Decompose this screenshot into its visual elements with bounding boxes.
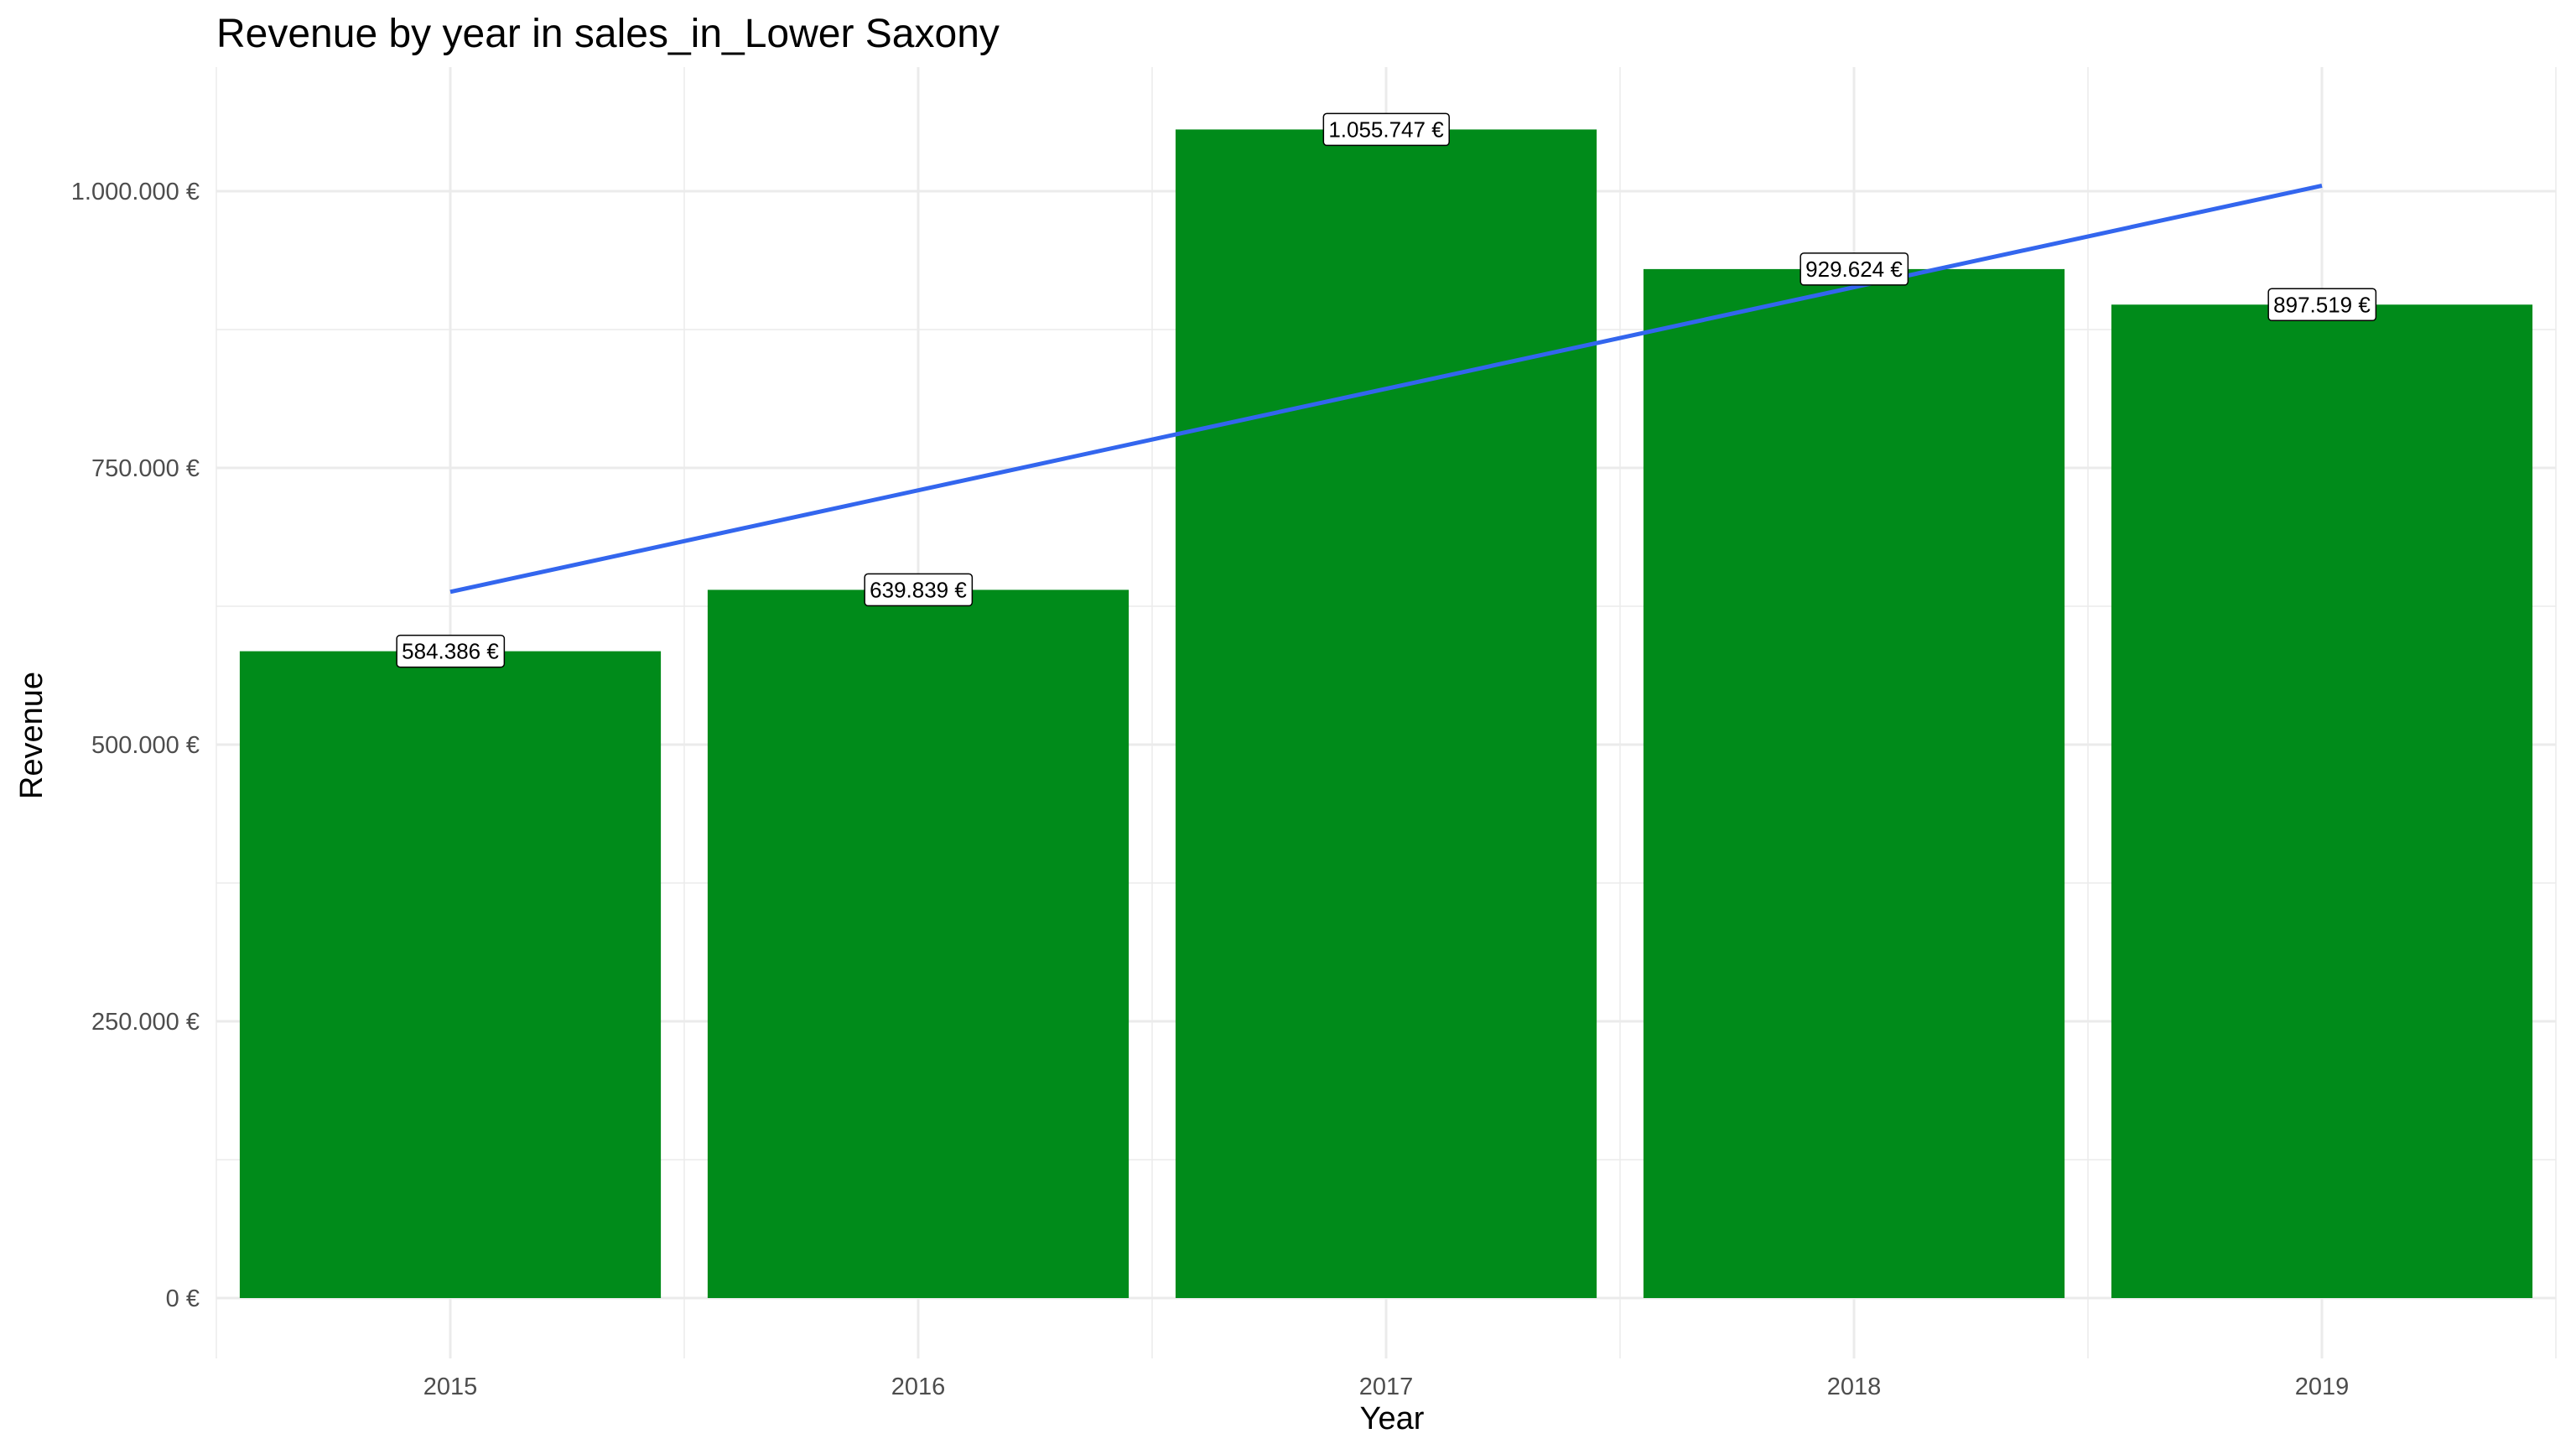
x-tick-label: 2017: [1359, 1374, 1414, 1400]
y-tick-label: 1.000.000 €: [71, 179, 200, 205]
data-label-box: [864, 573, 974, 607]
bars: [239, 129, 2533, 1299]
data-label-2017: 1.055.747 €: [1322, 112, 1450, 147]
data-label-text: 897.519 €: [2273, 292, 2371, 317]
trend-line-layer: [449, 183, 2323, 595]
x-axis-ticks: 2015 2016 2017 2018 2019: [423, 1374, 2350, 1400]
x-tick-label: 2016: [891, 1374, 946, 1400]
y-tick-label: 250.000 €: [91, 1009, 200, 1036]
data-label-text: 584.386 €: [402, 639, 499, 664]
data-label-box: [1800, 252, 1909, 286]
data-label-text: 929.624 €: [1805, 257, 1903, 282]
data-labels: 584.386 € 639.839 € 1.055.747 € 929.624 € 89…: [396, 112, 2377, 668]
x-axis-title: Year: [1360, 1401, 1425, 1436]
bar-2016: [707, 589, 1130, 1298]
data-label-text: 639.839 €: [870, 577, 967, 602]
trend-line: [449, 183, 2323, 595]
data-label-box: [2267, 288, 2377, 322]
chart-title: Revenue by year in sales_in_Lower Saxony: [216, 12, 1000, 56]
data-label-box: [1322, 112, 1450, 147]
data-label-text: 1.055.747 €: [1328, 117, 1444, 142]
y-axis-title: Revenue: [14, 672, 49, 799]
y-axis-ticks: 0 € 250.000 € 500.000 € 750.000 € 1.000.000 …: [71, 179, 200, 1312]
data-label-2019: 897.519 €: [2267, 288, 2377, 322]
bar-2019: [2111, 304, 2533, 1299]
data-label-2016: 639.839 €: [864, 573, 974, 607]
y-tick-label: 750.000 €: [91, 455, 200, 482]
bar-2018: [1643, 268, 2065, 1298]
x-tick-label: 2019: [2295, 1374, 2350, 1400]
bar-2017: [1175, 129, 1597, 1299]
x-tick-label: 2018: [1827, 1374, 1882, 1400]
x-tick-label: 2015: [423, 1374, 478, 1400]
data-label-box: [396, 634, 506, 668]
y-tick-label: 500.000 €: [91, 732, 200, 759]
data-label-2018: 929.624 €: [1800, 252, 1909, 286]
y-tick-label: 0 €: [166, 1285, 200, 1312]
bar-2015: [239, 651, 662, 1298]
data-label-2015: 584.386 €: [396, 634, 506, 668]
